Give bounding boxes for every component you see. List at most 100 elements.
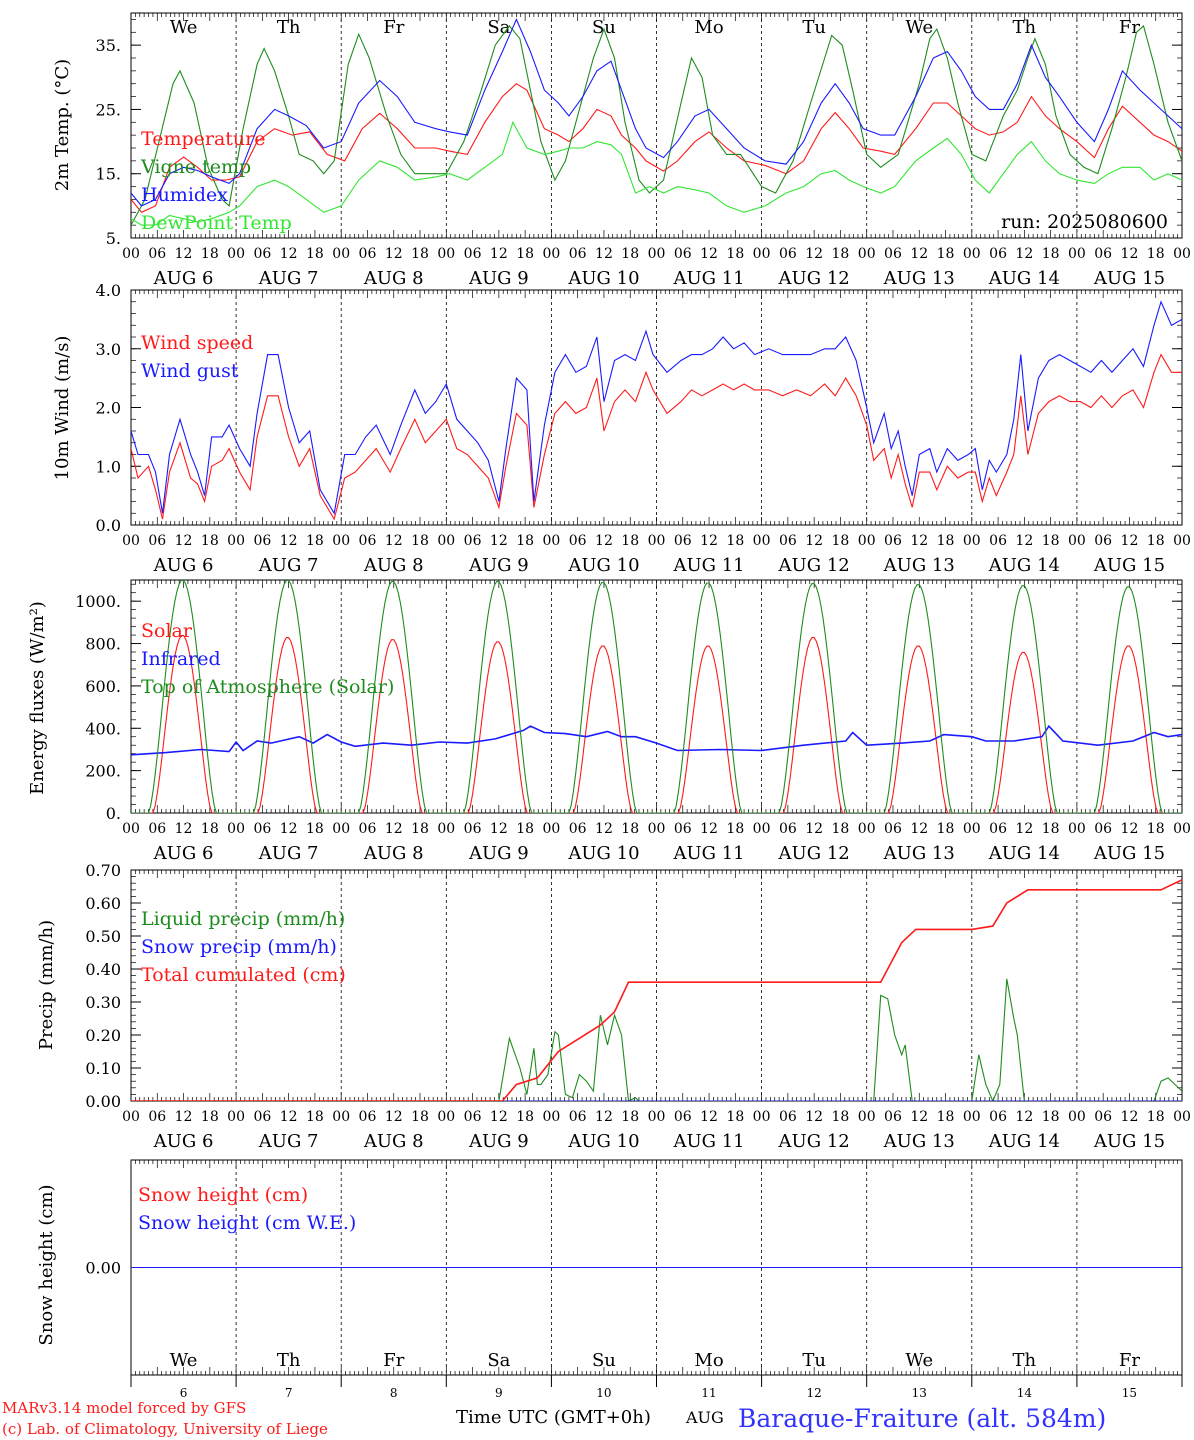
hour-tick-label: 18	[1042, 821, 1060, 837]
hour-tick-label: 06	[148, 821, 166, 837]
y-tick-label: 5.	[106, 229, 121, 248]
hour-tick-label: 00	[1173, 533, 1191, 549]
hour-tick-label: 12	[1121, 533, 1139, 549]
series-line-dewpoint-temp	[131, 120, 1182, 226]
hour-tick-label: 18	[1042, 246, 1060, 262]
date-label: AUG 9	[468, 1131, 529, 1152]
y-tick-label: 0.00	[85, 1259, 121, 1278]
date-label: AUG 14	[988, 268, 1060, 289]
hour-tick-label: 06	[464, 1109, 482, 1125]
hour-tick-label: 06	[674, 1109, 692, 1125]
month-label: AUG	[685, 1408, 724, 1427]
hour-tick-label: 06	[148, 246, 166, 262]
y-tick-label: 25.	[96, 100, 121, 119]
hour-tick-label: 00	[858, 533, 876, 549]
y-tick-label: 0.20	[85, 1026, 121, 1045]
weekday-label: Mo	[694, 1350, 723, 1371]
weekday-label: Fr	[1119, 17, 1140, 38]
hour-tick-label: 06	[1094, 821, 1112, 837]
hour-tick-label: 18	[1042, 533, 1060, 549]
hour-tick-label: 18	[726, 1109, 744, 1125]
hour-tick-label: 12	[490, 533, 508, 549]
y-tick-label: 0.70	[85, 861, 121, 880]
y-tick-label: 0.	[106, 804, 121, 823]
hour-tick-label: 06	[253, 246, 271, 262]
hour-tick-label: 18	[937, 821, 955, 837]
series-line-liquid-precip-mm-h	[131, 978, 1182, 1101]
y-tick-label: 0.0	[96, 516, 121, 535]
date-label: AUG 11	[672, 555, 744, 576]
hour-tick-label: 18	[411, 246, 429, 262]
hour-tick-label: 06	[569, 533, 587, 549]
panel-snow: 0.00 Snow height (cm) We Th Fr Sa Su Mo Tu We Th Fr…	[36, 1159, 1183, 1400]
hour-tick-label: 12	[490, 821, 508, 837]
day-number-label: 9	[495, 1386, 503, 1400]
y-tick-label: 35.	[96, 36, 121, 55]
weekday-label: Tu	[802, 1350, 826, 1371]
hour-tick-label: 18	[832, 821, 850, 837]
hour-tick-label: 06	[253, 533, 271, 549]
hour-tick-label: 18	[937, 533, 955, 549]
legend-entry: Snow precip (mm/h)	[141, 936, 337, 958]
hour-tick-label: 00	[648, 533, 666, 549]
weekday-label: Sa	[487, 17, 510, 38]
weekday-label: Fr	[383, 1350, 404, 1371]
y-tick-label: 200.	[85, 762, 121, 781]
date-label: AUG 8	[363, 843, 424, 864]
hour-tick-label: 00	[1173, 1109, 1191, 1125]
hour-tick-label: 06	[989, 821, 1007, 837]
series-line-infrared	[131, 724, 1182, 756]
hour-tick-label: 18	[411, 533, 429, 549]
legend-entry: Temperature	[141, 128, 265, 150]
weekday-label: Sa	[487, 1350, 510, 1371]
hour-tick-label: 00	[122, 246, 140, 262]
hour-tick-label: 12	[805, 533, 823, 549]
y-axis-label: 10m Wind (m/s)	[52, 336, 73, 481]
run-label: run: 2025080600	[1001, 211, 1168, 233]
hour-tick-label: 12	[910, 821, 928, 837]
hour-tick-label: 00	[1068, 821, 1086, 837]
hour-tick-label: 00	[1068, 246, 1086, 262]
hour-tick-label: 00	[332, 533, 350, 549]
hour-tick-label: 12	[385, 1109, 403, 1125]
hour-tick-label: 18	[306, 533, 324, 549]
hour-tick-label: 06	[779, 821, 797, 837]
hour-tick-label: 12	[910, 1109, 928, 1125]
date-label: AUG 10	[567, 1131, 639, 1152]
hour-tick-label: 12	[175, 1109, 193, 1125]
hour-tick-label: 06	[253, 821, 271, 837]
day-number-label: 12	[807, 1386, 822, 1400]
date-label: AUG 6	[153, 1131, 214, 1152]
date-label: AUG 10	[567, 555, 639, 576]
y-axis-label: Energy fluxes (W/m²)	[27, 601, 48, 795]
hour-tick-label: 12	[280, 821, 298, 837]
legend-entry: Top of Atmosphere (Solar)	[141, 676, 394, 698]
hour-tick-label: 12	[280, 246, 298, 262]
hour-tick-label: 18	[201, 821, 219, 837]
hour-tick-label: 12	[700, 821, 718, 837]
hour-tick-label: 00	[122, 1109, 140, 1125]
hour-tick-label: 18	[306, 821, 324, 837]
hour-tick-label: 12	[1015, 533, 1033, 549]
series-line-wind-speed	[131, 353, 1182, 521]
date-label: AUG 7	[258, 1131, 319, 1152]
y-tick-label: 1000.	[75, 592, 121, 611]
footer: MARv3.14 model forced by GFS (c) Lab. of…	[2, 1399, 1106, 1438]
hour-tick-label: 00	[1173, 246, 1191, 262]
series-group	[131, 18, 1182, 226]
date-label: AUG 15	[1093, 268, 1165, 289]
hour-tick-label: 00	[648, 821, 666, 837]
legend-entry: Liquid precip (mm/h)	[141, 908, 345, 930]
series-line-solar	[131, 634, 1182, 813]
hour-tick-label: 12	[595, 821, 613, 837]
hour-tick-label: 06	[569, 246, 587, 262]
hour-tick-label: 00	[648, 246, 666, 262]
y-tick-label: 800.	[85, 635, 121, 654]
hour-tick-label: 18	[726, 533, 744, 549]
date-label: AUG 14	[988, 1131, 1060, 1152]
y-tick-label: 0.30	[85, 993, 121, 1012]
hour-tick-label: 00	[753, 533, 771, 549]
weekday-label: Th	[277, 17, 301, 38]
hour-tick-label: 06	[779, 246, 797, 262]
